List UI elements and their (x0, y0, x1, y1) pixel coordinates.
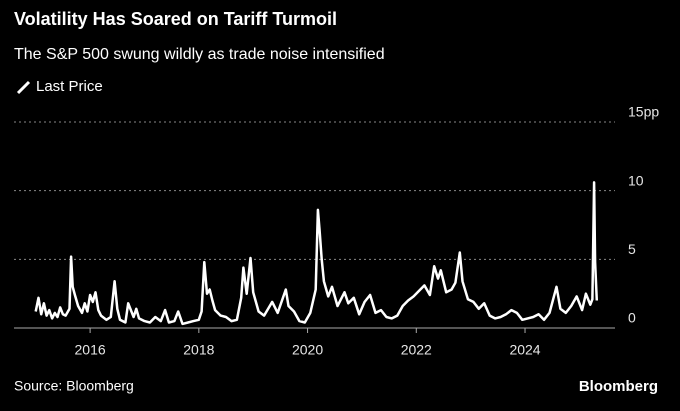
x-tick-label: 2016 (75, 342, 106, 358)
y-tick-label: 0 (628, 310, 636, 326)
y-tick-label: 10 (628, 172, 644, 188)
y-tick-label: 15pp (628, 104, 659, 120)
x-tick-label: 2022 (401, 342, 432, 358)
y-tick-label: 5 (628, 241, 636, 257)
legend-icon (16, 80, 31, 95)
chart-subtitle: The S&P 500 swung wildly as trade noise … (14, 46, 385, 63)
price-line (34, 181, 599, 326)
source: Source: Bloomberg (14, 378, 134, 394)
brand: Bloomberg (579, 378, 658, 395)
x-tick-label: 2020 (292, 342, 323, 358)
chart-title: Volatility Has Soared on Tariff Turmoil (14, 9, 337, 29)
legend-label: Last Price (36, 78, 103, 95)
x-tick-label: 2018 (183, 342, 214, 358)
x-tick-label: 2024 (509, 342, 540, 358)
